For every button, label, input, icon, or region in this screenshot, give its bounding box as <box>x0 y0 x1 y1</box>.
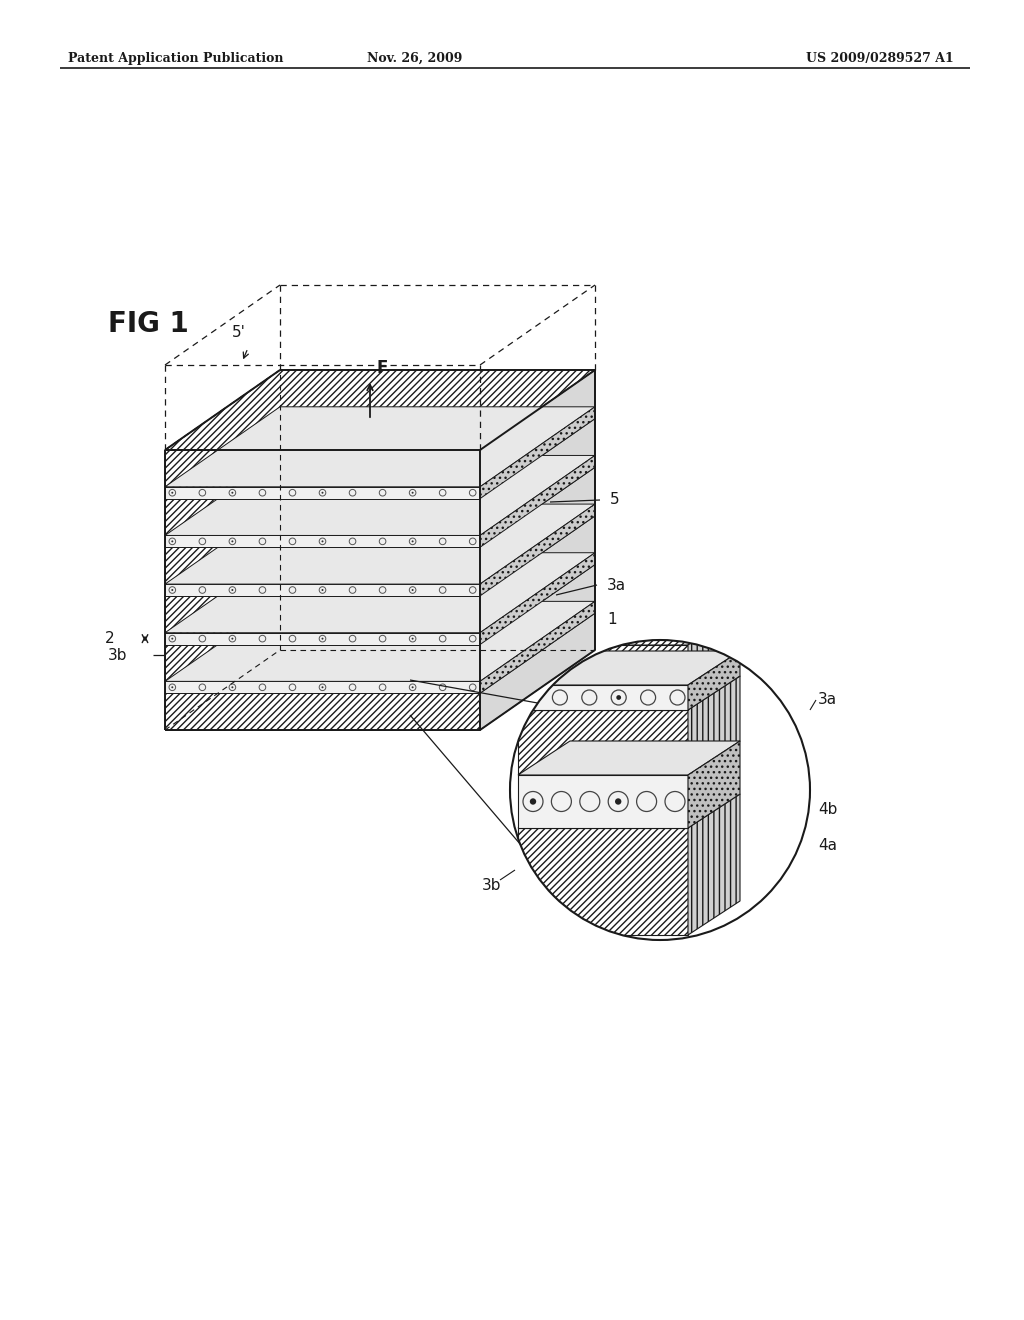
Polygon shape <box>480 370 595 487</box>
Circle shape <box>322 540 324 543</box>
Polygon shape <box>165 548 480 583</box>
Circle shape <box>616 696 622 700</box>
Text: Patent Application Publication: Patent Application Publication <box>68 51 284 65</box>
Polygon shape <box>688 741 740 828</box>
Circle shape <box>231 638 233 640</box>
Polygon shape <box>165 565 595 644</box>
Polygon shape <box>480 516 595 632</box>
Polygon shape <box>688 676 740 775</box>
Circle shape <box>171 638 173 640</box>
Polygon shape <box>165 693 480 730</box>
Polygon shape <box>480 370 595 730</box>
Polygon shape <box>480 418 595 536</box>
Polygon shape <box>165 450 480 487</box>
Polygon shape <box>165 595 480 632</box>
Polygon shape <box>518 611 740 645</box>
Text: 3a: 3a <box>818 693 838 708</box>
Text: 4a: 4a <box>818 837 837 853</box>
Polygon shape <box>165 504 595 583</box>
Polygon shape <box>518 775 688 828</box>
Polygon shape <box>165 370 595 450</box>
Polygon shape <box>165 553 595 632</box>
Polygon shape <box>165 644 480 681</box>
Polygon shape <box>165 418 595 499</box>
Text: 3b: 3b <box>108 648 128 663</box>
Circle shape <box>231 540 233 543</box>
Polygon shape <box>165 681 480 693</box>
Text: 5: 5 <box>610 492 620 507</box>
Text: 5': 5' <box>232 325 246 341</box>
Polygon shape <box>518 741 740 775</box>
Circle shape <box>322 686 324 688</box>
Text: 3a: 3a <box>607 578 626 593</box>
Text: Nov. 26, 2009: Nov. 26, 2009 <box>368 51 463 65</box>
Polygon shape <box>518 645 688 685</box>
Circle shape <box>412 686 414 688</box>
Polygon shape <box>688 795 740 935</box>
Polygon shape <box>165 632 480 644</box>
Circle shape <box>171 686 173 688</box>
Polygon shape <box>165 583 480 595</box>
Circle shape <box>171 589 173 591</box>
Circle shape <box>412 540 414 543</box>
Polygon shape <box>480 467 595 583</box>
Circle shape <box>322 638 324 640</box>
Polygon shape <box>518 828 688 935</box>
Polygon shape <box>165 407 595 487</box>
Polygon shape <box>518 685 688 710</box>
Polygon shape <box>480 504 595 595</box>
Text: 3b: 3b <box>482 878 502 892</box>
Circle shape <box>171 492 173 494</box>
Polygon shape <box>480 407 595 499</box>
Polygon shape <box>518 676 740 710</box>
Polygon shape <box>518 710 688 775</box>
Circle shape <box>510 640 810 940</box>
Circle shape <box>231 492 233 494</box>
Polygon shape <box>165 467 595 548</box>
Polygon shape <box>480 602 595 693</box>
Polygon shape <box>165 602 595 681</box>
Circle shape <box>231 686 233 688</box>
Polygon shape <box>165 536 480 548</box>
Polygon shape <box>165 455 595 536</box>
Circle shape <box>322 492 324 494</box>
Text: F: F <box>376 359 387 378</box>
Circle shape <box>412 589 414 591</box>
Circle shape <box>322 589 324 591</box>
Polygon shape <box>688 611 740 685</box>
Text: US 2009/0289527 A1: US 2009/0289527 A1 <box>806 51 954 65</box>
Text: 2: 2 <box>105 631 115 645</box>
Polygon shape <box>688 651 740 710</box>
Polygon shape <box>518 651 740 685</box>
Polygon shape <box>480 553 595 644</box>
Polygon shape <box>480 614 595 730</box>
Text: FIG 1: FIG 1 <box>108 310 188 338</box>
Text: 1: 1 <box>607 612 616 627</box>
Polygon shape <box>165 499 480 536</box>
Circle shape <box>412 492 414 494</box>
Polygon shape <box>165 487 480 499</box>
Circle shape <box>412 638 414 640</box>
Text: 4b: 4b <box>818 803 838 817</box>
Circle shape <box>528 696 532 700</box>
Circle shape <box>529 799 537 805</box>
Polygon shape <box>480 455 595 548</box>
Polygon shape <box>165 614 595 693</box>
Polygon shape <box>518 795 740 828</box>
Circle shape <box>231 589 233 591</box>
Polygon shape <box>480 565 595 681</box>
Circle shape <box>615 799 622 805</box>
Circle shape <box>171 540 173 543</box>
Polygon shape <box>165 516 595 595</box>
